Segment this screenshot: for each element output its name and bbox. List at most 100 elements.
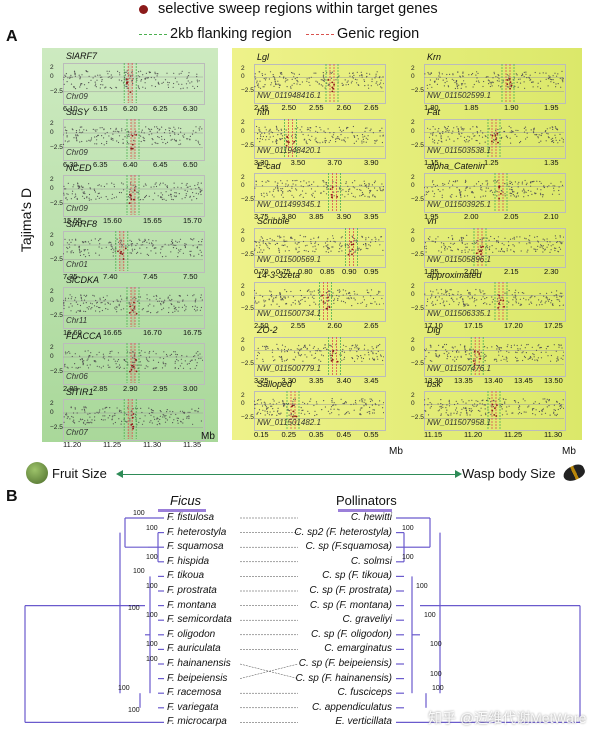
pollinators-header: Pollinators <box>336 493 397 508</box>
association-link <box>239 663 299 679</box>
x-tick-label: 7.35 <box>63 272 78 281</box>
pollinator-species-label: C. sp (F.squamosa) <box>305 541 392 553</box>
y-tick-label: 2 <box>411 173 415 181</box>
x-tick-label: 0.90 <box>342 266 357 276</box>
y-tick-label: 2 <box>411 228 415 236</box>
y-tick-label: 0 <box>50 297 54 304</box>
x-tick-label: 11.25 <box>103 440 122 449</box>
x-tick-label: 2.50 <box>281 103 297 112</box>
gene-label: SlTIR1 <box>66 387 94 397</box>
plot-frame <box>254 64 386 104</box>
sweep-dot-icon <box>139 5 148 14</box>
x-tick-label: 0.75 <box>276 266 291 276</box>
scatter-points <box>424 227 564 266</box>
pollinator-species-label: C. sp (F. oligodon) <box>311 628 392 640</box>
y-tick-label: 0 <box>411 345 415 353</box>
x-tick-label: 6.50 <box>183 160 198 169</box>
x-tick-label: 11.25 <box>504 430 523 439</box>
bootstrap-label: 100 <box>146 553 158 561</box>
y-tick-label: 0 <box>241 291 245 299</box>
x-tick-label: 2.05 <box>504 212 519 221</box>
pollinator-species-label: C. hewitti <box>350 512 392 523</box>
pollinator-species-label: C. fusciceps <box>337 687 392 699</box>
y-tick-label: 0 <box>411 291 415 299</box>
y-tick-label: 0 <box>411 73 415 81</box>
y-tick-label: 0 <box>50 185 54 192</box>
chromosome-label: Chr07 <box>66 428 88 437</box>
x-tick-label: 6.35 <box>93 160 108 169</box>
scatter-points <box>254 173 384 211</box>
pollinator-species-label: C. sp2 (F. heterostyla) <box>294 526 392 538</box>
plot-frame <box>63 343 205 385</box>
flank-line-icon <box>139 34 167 35</box>
x-tick-label: 2.60 <box>336 103 352 112</box>
x-tick-label: 1.35 <box>544 157 559 167</box>
bootstrap-label: 100 <box>402 553 414 561</box>
x-tick-label: 2.30 <box>544 266 559 276</box>
x-tick-label: 13.35 <box>454 375 473 385</box>
bootstrap-label: 100 <box>146 641 158 649</box>
chromosome-label: NW_011500569.1 <box>257 254 321 264</box>
ficus-species-label: F. semicordata <box>167 614 232 626</box>
plot-frame <box>63 231 205 273</box>
gene-label: FLACCA <box>66 331 102 341</box>
bootstrap-label: 100 <box>432 685 444 693</box>
gene-label: SlARF7 <box>66 51 98 61</box>
pollinator-species-label: C. sp (F. montana) <box>309 599 392 611</box>
chromosome-label: Chr09 <box>66 148 88 157</box>
pollinator-species-label: C. sp (F. beipeiensis) <box>298 658 392 669</box>
x-tick-label: 2.90 <box>123 384 138 393</box>
y-tick-label: −2.5 <box>411 196 424 204</box>
gene-label: SlCDKA <box>66 275 100 285</box>
y-tick-label: 2 <box>241 391 245 399</box>
ficus-header-underline <box>158 509 206 512</box>
y-tick-label: 2 <box>241 64 245 72</box>
bootstrap-label: 100 <box>128 604 140 612</box>
bootstrap-label: 100 <box>146 583 158 590</box>
x-tick-label: 3.45 <box>364 375 379 385</box>
y-tick-label: 2 <box>241 337 245 345</box>
ficus-species-label: F. hainanensis <box>167 658 231 669</box>
chromosome-label: NW_011502599.1 <box>427 91 491 100</box>
plot-frame <box>63 175 205 217</box>
y-tick-label: 0 <box>241 400 245 408</box>
y-tick-label: 2 <box>411 64 415 72</box>
mb-label-right: Mb <box>562 446 576 457</box>
bootstrap-label: 100 <box>416 583 428 590</box>
y-tick-label: 0 <box>50 409 54 416</box>
plot-frame <box>63 287 205 329</box>
pollinator-species-label: C. sp (F. prostrata) <box>309 585 392 596</box>
association-links <box>239 517 299 723</box>
scatter-points <box>424 391 564 429</box>
x-tick-label: 2.65 <box>364 103 379 112</box>
legend-genic-text: Genic region <box>337 26 420 42</box>
pollinator-species-label: E. verticillata <box>335 716 392 728</box>
y-tick-label: −2.5 <box>411 250 424 258</box>
x-tick-label: 0.80 <box>298 266 313 276</box>
x-tick-label: 3.30 <box>254 157 269 167</box>
legend: selective sweep regions within target ge… <box>0 0 592 46</box>
x-tick-label: 7.50 <box>183 272 198 281</box>
x-tick-label: 3.30 <box>281 375 297 385</box>
x-tick-label: 7.45 <box>143 272 158 281</box>
gene-label: hth <box>257 106 270 117</box>
y-tick-label: −2.5 <box>411 141 424 149</box>
x-tick-label: 0.85 <box>320 266 335 276</box>
gene-label: SlARF8 <box>66 219 98 229</box>
pollinator-species-label: C. graveliyi <box>342 614 392 626</box>
chromosome-label: NW_011503538.1 <box>427 145 491 155</box>
x-tick-label: 3.40 <box>336 375 352 385</box>
y-tick-label: −2.5 <box>50 367 63 375</box>
x-tick-label: 11.30 <box>544 430 563 439</box>
chromosome-label: NW_011500734.1 <box>257 309 321 318</box>
chromosome-label: NW_011948416.1 <box>257 91 321 100</box>
bootstrap-label: 100 <box>146 524 158 532</box>
scatter-points <box>254 391 384 429</box>
x-tick-label: 2.60 <box>327 321 342 330</box>
x-tick-label: 3.25 <box>254 375 269 385</box>
chromosome-label: NW_011507958.1 <box>427 418 491 427</box>
pollinator-species-label: C. appendiculatus <box>311 701 392 713</box>
x-tick-label: 1.25 <box>484 157 499 167</box>
fruit-size-label: Fruit Size <box>52 466 107 481</box>
plot-frame <box>424 336 566 377</box>
